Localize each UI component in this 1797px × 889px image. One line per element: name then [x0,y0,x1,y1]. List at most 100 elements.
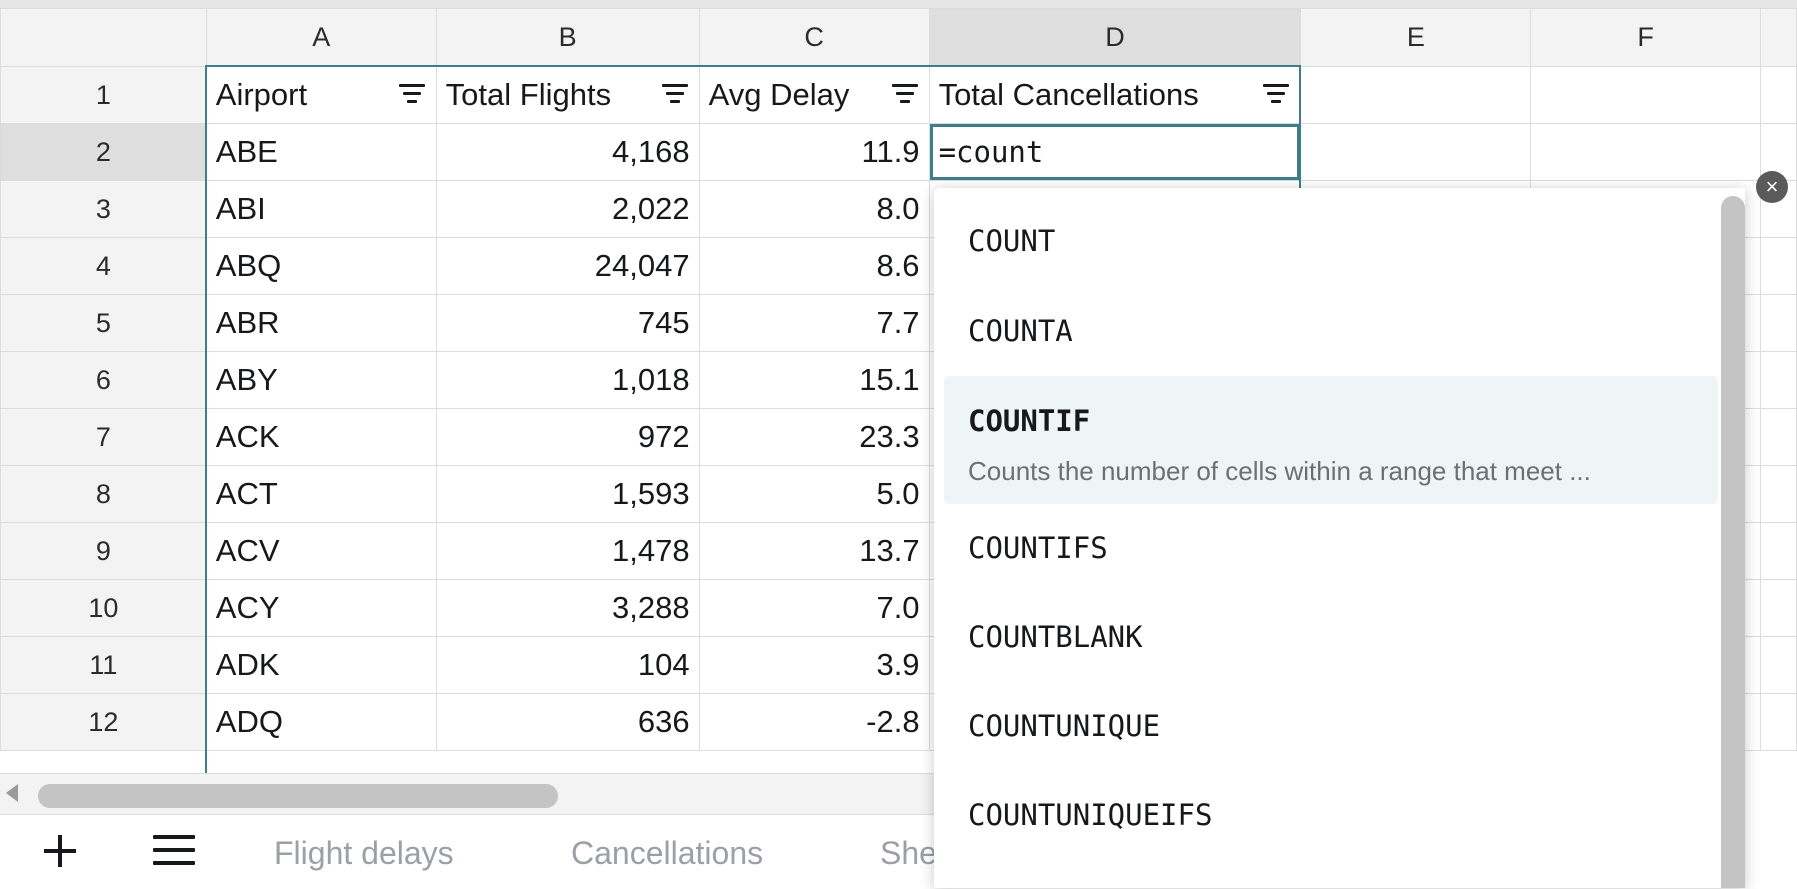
row-header[interactable]: 3 [0,180,207,238]
header-cell-avg-delay[interactable]: Avg Delay [698,66,930,124]
cell-total-flights[interactable]: 1,478 [435,522,700,580]
cell[interactable] [1759,351,1797,409]
cell-avg-delay[interactable]: 23.3 [698,408,930,466]
cell-total-flights[interactable]: 972 [435,408,700,466]
cell-avg-delay[interactable]: 7.7 [698,294,930,352]
horizontal-scrollbar[interactable] [0,773,934,814]
cell-airport[interactable]: ABR [205,294,437,352]
cell[interactable] [1300,123,1532,181]
cell-avg-delay[interactable]: 8.0 [698,180,930,238]
header-cell-label: Avg Delay [708,77,850,112]
row-header[interactable]: 7 [0,408,207,466]
column-header-f[interactable]: F [1530,8,1761,67]
table-row: 2 ABE 4,168 11.9 =count [0,123,1797,181]
cell-airport[interactable]: ABY [205,351,437,409]
menu-icon[interactable] [153,835,195,867]
horizontal-scroll-thumb[interactable] [38,784,558,808]
table-row: 1 Airport Total Flights Avg Delay Total … [0,66,1797,124]
row-header[interactable]: 5 [0,294,207,352]
close-icon[interactable]: × [1756,171,1788,203]
cell[interactable] [1759,579,1797,637]
row-header[interactable]: 8 [0,465,207,523]
cell[interactable] [1759,522,1797,580]
cell-total-flights[interactable]: 2,022 [435,180,700,238]
cell-total-flights[interactable]: 1,593 [435,465,700,523]
cell-total-flights[interactable]: 3,288 [435,579,700,637]
cell-airport[interactable]: ACT [205,465,437,523]
select-all-corner[interactable] [0,8,207,67]
cell-avg-delay[interactable]: 7.0 [698,579,930,637]
header-cell-total-flights[interactable]: Total Flights [435,66,700,124]
cell[interactable] [1530,66,1761,124]
header-cell-label: Airport [215,77,308,112]
column-header-row: A B C D E F [0,8,1797,67]
cell-total-flights[interactable]: 636 [435,693,700,751]
row-header[interactable]: 6 [0,351,207,409]
cell-airport[interactable]: ADQ [205,693,437,751]
row-header[interactable]: 10 [0,579,207,637]
row-header[interactable]: 12 [0,693,207,751]
cell-avg-delay[interactable]: -2.8 [698,693,930,751]
row-header[interactable]: 1 [0,66,207,124]
cell-airport[interactable]: ACK [205,408,437,466]
column-header-a[interactable]: A [205,8,437,67]
cell[interactable] [1759,294,1797,352]
column-header-d[interactable]: D [928,8,1302,67]
scroll-left-arrow-icon[interactable] [6,784,18,802]
row-header[interactable]: 11 [0,636,207,694]
cell-avg-delay[interactable]: 13.7 [698,522,930,580]
column-header-g[interactable] [1759,8,1797,67]
cell[interactable] [1759,465,1797,523]
cell[interactable] [1759,693,1797,751]
cell-total-flights[interactable]: 745 [435,294,700,352]
cell-avg-delay[interactable]: 5.0 [698,465,930,523]
function-autocomplete-popup: COUNT COUNTA COUNTIF Counts the number o… [934,188,1745,888]
cell[interactable] [1300,66,1532,124]
cell-total-flights[interactable]: 24,047 [435,237,700,295]
sheet-tab-flight-delays[interactable]: Flight delays [274,835,454,871]
row-header[interactable]: 9 [0,522,207,580]
sheet-tab-sheet[interactable]: She [880,835,937,871]
row-header[interactable]: 2 [0,123,207,181]
autocomplete-item-count[interactable]: COUNT [968,224,1056,258]
column-header-e[interactable]: E [1300,8,1532,67]
header-cell-airport[interactable]: Airport [205,66,437,124]
sheet-tab-bar: Flight delays Cancellations She [0,814,937,889]
cell[interactable] [1759,237,1797,295]
filter-icon[interactable] [1262,84,1290,106]
cell[interactable] [1759,636,1797,694]
plus-icon[interactable] [40,831,80,871]
cell-avg-delay[interactable]: 15.1 [698,351,930,409]
header-cell-total-cancellations[interactable]: Total Cancellations [928,66,1302,124]
cell-airport[interactable]: ABI [205,180,437,238]
row-header[interactable]: 4 [0,237,207,295]
cell[interactable] [1530,123,1761,181]
cell-airport[interactable]: ACV [205,522,437,580]
column-header-c[interactable]: C [698,8,930,67]
cell-avg-delay[interactable]: 8.6 [698,237,930,295]
autocomplete-item-countunique[interactable]: COUNTUNIQUE [968,709,1161,743]
cell[interactable] [1759,66,1797,124]
cell-total-flights[interactable]: 104 [435,636,700,694]
cell-airport[interactable]: ABQ [205,237,437,295]
cell-avg-delay[interactable]: 3.9 [698,636,930,694]
filter-icon[interactable] [891,84,919,106]
cell-avg-delay[interactable]: 11.9 [698,123,930,181]
autocomplete-item-countblank[interactable]: COUNTBLANK [968,620,1143,654]
filter-icon[interactable] [398,84,426,106]
cell-editor[interactable]: =count [928,123,1302,181]
autocomplete-item-countuniqueifs[interactable]: COUNTUNIQUEIFS [968,798,1213,832]
autocomplete-scrollbar[interactable] [1721,196,1745,888]
autocomplete-item-countif[interactable]: COUNTIF Counts the number of cells withi… [944,376,1718,504]
filter-icon[interactable] [661,84,689,106]
cell[interactable] [1759,408,1797,466]
cell-airport[interactable]: ADK [205,636,437,694]
cell-total-flights[interactable]: 4,168 [435,123,700,181]
sheet-tab-cancellations[interactable]: Cancellations [571,835,764,871]
cell-total-flights[interactable]: 1,018 [435,351,700,409]
cell-airport[interactable]: ABE [205,123,437,181]
cell-airport[interactable]: ACY [205,579,437,637]
column-header-b[interactable]: B [435,8,700,67]
autocomplete-item-counta[interactable]: COUNTA [968,314,1073,348]
autocomplete-item-countifs[interactable]: COUNTIFS [968,531,1108,565]
